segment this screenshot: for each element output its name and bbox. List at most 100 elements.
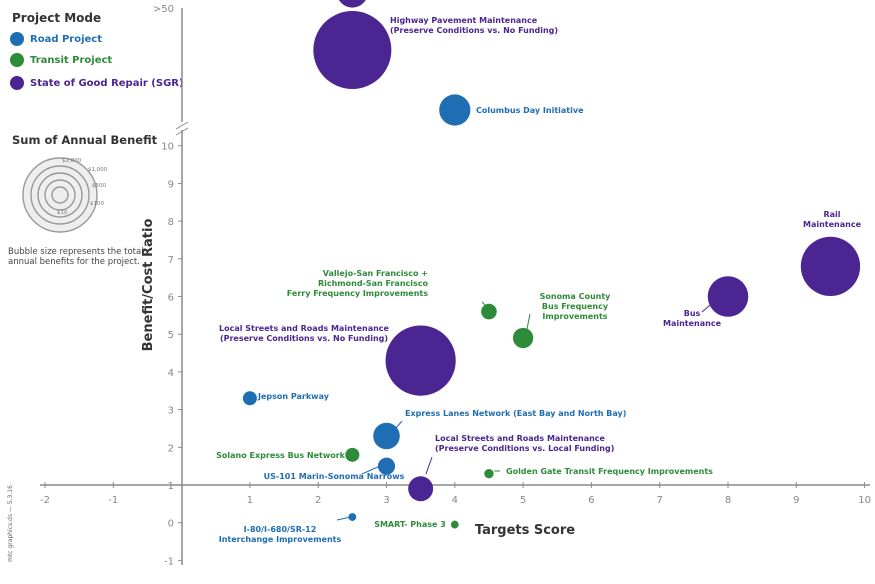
y-tick-label: -1 [164,556,174,567]
y-tick-label: 3 [168,406,174,417]
bubble-point [707,276,749,317]
size-legend-rings: $2,000 $1,000 $500 $100 $10 [22,157,108,233]
bubble-label-line: I-80/I-680/SR-12 [244,525,317,534]
legend-label: Road Project [30,33,103,45]
bubble-label-line: Golden Gate Transit Frequency Improvemen… [506,467,713,476]
bubble-point [800,236,861,296]
bubble-label: Bus Maintenance [663,309,722,328]
bubble-label: SMART- Phase 3 [374,520,446,529]
bubble-label-line: Ferry Frequency Improvements [287,289,428,298]
bubble-point [481,303,497,320]
bubble-point [439,94,471,126]
bubble-label-line: US-101 Marin-Sonoma Narrows [264,472,405,481]
x-tick-label: 4 [452,495,458,506]
bubble-point [408,476,434,502]
x-tick-label: 10 [858,495,871,506]
bubble-label-line: Vallejo-San Francisco + [323,269,428,278]
bubble-point [385,325,456,396]
size-ring [30,165,90,225]
x-axis-label: Targets Score [475,523,575,538]
size-ring-label: $10 [57,210,68,216]
leader-line [361,465,381,475]
bubble-label-line: (Preserve Conditions vs. Local Funding) [435,444,614,453]
bubble-label: I-80/I-680/SR-12 Interchange Improvements [219,525,342,544]
y-tick-label: 6 [168,293,174,304]
leader-line [336,516,352,521]
bubble-point [484,469,494,479]
x-tick-label: 2 [315,495,321,506]
bubble-label: Local Streets and Roads Maintenance (Pres… [219,324,390,343]
bubble-label: Express Lanes Network (East Bay and Nort… [405,409,626,418]
x-tick-label: 1 [247,495,253,506]
bubble-label-line: Interchange Improvements [219,535,342,544]
bubble-label-line: Express Lanes Network (East Bay and Nort… [405,409,626,418]
legend-label: State of Good Repair (SGR) [30,77,184,89]
leader-line [701,299,717,313]
legend-item-transit: Transit Project [10,53,112,67]
bubble-label: Jepson Parkway [257,392,330,401]
legend-item-road: Road Project [10,32,102,46]
bubble-point [242,391,257,406]
bubble-label: Vallejo-San Francisco + Richmond-San Fran… [287,269,429,298]
bubble-label-line: Local Streets and Roads Maintenance [219,324,390,333]
bubble-label-line: Columbus Day Initiative [476,106,584,115]
bubble-point [348,513,357,521]
bubble-label-line: Jepson Parkway [257,392,330,401]
bubble-point [450,520,459,529]
legend-label: Transit Project [30,54,113,66]
bubble-point [512,327,534,349]
x-tick-label: -1 [108,495,118,506]
y-axis-label: Benefit/Cost Ratio [141,219,156,352]
size-ring [37,172,83,218]
sgr-dot-icon [10,76,24,90]
y-tick-label: 10 [161,142,174,153]
bubble-label: Golden Gate Transit Frequency Improvemen… [506,467,713,476]
bubble-label-line: Maintenance [803,220,862,229]
size-ring [51,186,69,204]
bubble-label-line: Rail [823,210,840,219]
y-break-label: >50 [153,4,174,15]
bubble-label-line: (Preserve Conditions vs. No Funding) [390,26,558,35]
bubble-label-line: Richmond-San Francisco [318,279,429,288]
road-dot-icon [10,32,24,46]
size-ring-label: $1,000 [88,167,108,173]
bubble-label: US-101 Marin-Sonoma Narrows [264,472,405,481]
size-ring-label: $500 [92,183,106,189]
y-tick-label: 5 [168,330,174,341]
bubble-label: Sonoma County Bus Frequency Improvements [540,292,612,321]
y-tick-label: 0 [168,519,174,530]
leader-line [526,313,531,330]
bubble-point [373,422,400,450]
bubble-label: Rail Maintenance [803,210,862,229]
bubble-point [338,0,366,8]
bubble-label: Local Streets and Roads Maintenance (Pres… [435,434,614,453]
x-tick-label: 3 [383,495,389,506]
size-ring [22,157,98,233]
leader-line [372,29,383,39]
bubble-label-line: Bus [684,309,701,318]
y-tick-label: 7 [168,255,174,266]
bubble-label-line: Bus Frequency [542,302,609,311]
transit-dot-icon [10,53,24,67]
legend-item-sgr: State of Good Repair (SGR) [10,76,184,90]
bubble-label-line: (Preserve Conditions vs. No Funding) [220,334,388,343]
bubble-label-line: SMART- Phase 3 [374,520,446,529]
x-tick-label: 8 [725,495,731,506]
bubble-label-line: Local Streets and Roads Maintenance [435,434,606,443]
bubble-label: Solano Express Bus Network [216,451,346,460]
bubble-label-line: Improvements [542,312,607,321]
bubble-point [345,447,360,462]
chart-axes: -2 -1 1 2 3 4 5 6 7 8 9 10 -1 0 1 2 3 4 5 6 7 8 9 10 >50 Targets … [40,4,871,567]
leader-line [481,301,488,308]
y-tick-label: 2 [168,443,174,454]
bubble-label: Highway Pavement Maintenance (Preserve Co… [390,16,558,35]
chart-bubbles: Highway Pavement Maintenance (Preserve Co… [216,0,862,544]
size-ring [44,179,76,211]
x-tick-label: 6 [588,495,594,506]
bubble-label: Columbus Day Initiative [476,106,584,115]
x-tick-label: 5 [520,495,526,506]
size-legend-title: Sum of Annual Benefit [12,133,158,147]
size-ring-label: $2,000 [62,158,82,164]
x-tick-label: 9 [793,495,799,506]
